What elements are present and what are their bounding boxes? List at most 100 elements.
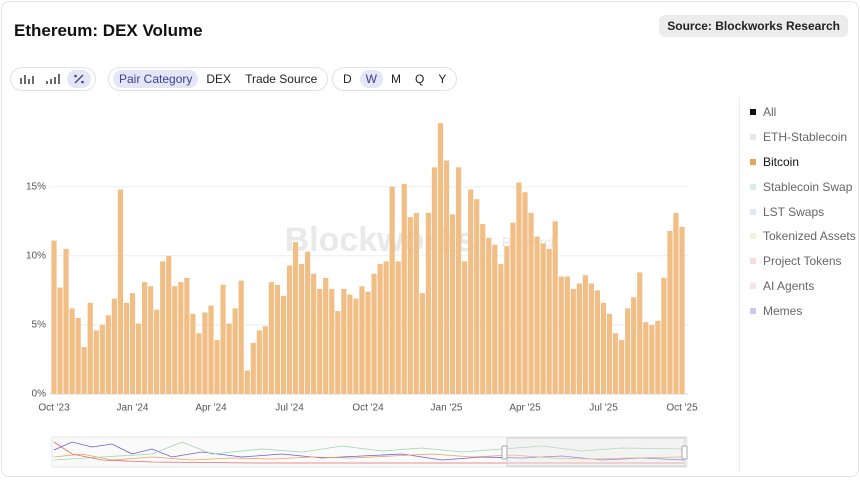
bar [552, 221, 558, 394]
navigator-line [53, 441, 685, 461]
stacked-chart-icon[interactable] [41, 70, 65, 88]
bar [250, 342, 256, 394]
legend-item[interactable]: Bitcoin [750, 150, 856, 175]
x-tick-label: Jul '24 [275, 403, 304, 414]
bar [679, 226, 685, 394]
bar [667, 230, 673, 394]
bar [498, 264, 504, 394]
bar [256, 330, 262, 394]
x-tick-label: Oct '23 [38, 403, 70, 414]
bar [474, 199, 480, 394]
navigator-line [53, 441, 685, 461]
bar [87, 302, 93, 394]
bar [232, 308, 238, 394]
navigator [51, 436, 688, 468]
bar [280, 295, 287, 394]
bar [148, 286, 154, 394]
legend-label: Project Tokens [763, 254, 842, 269]
legend-swatch [750, 233, 756, 240]
grouping-tab[interactable]: DEX [206, 72, 232, 86]
bar [292, 241, 299, 394]
legend-swatch [750, 258, 756, 265]
legend-swatch [750, 183, 756, 190]
navigator-handle[interactable] [681, 445, 688, 460]
bar [449, 214, 456, 394]
bar [214, 340, 220, 394]
navigator-handle[interactable] [501, 445, 508, 460]
legend-swatch [750, 307, 756, 314]
legend-swatch [750, 134, 756, 141]
navigator-selection[interactable] [506, 437, 686, 467]
bar [558, 276, 564, 394]
bar [564, 276, 570, 394]
bar [244, 370, 250, 394]
legend-swatch [750, 208, 756, 215]
bar [341, 288, 347, 394]
bar [395, 261, 401, 394]
bar [528, 212, 534, 394]
bar [81, 347, 87, 394]
bar [335, 311, 341, 394]
bar [202, 312, 208, 394]
bar [117, 189, 124, 394]
bar [534, 236, 540, 394]
bar [305, 251, 311, 394]
legend-item[interactable]: Tokenized Assets [750, 224, 856, 249]
legend-item[interactable]: All [750, 100, 856, 125]
percent-chart-icon[interactable] [67, 70, 91, 88]
bar [431, 167, 438, 394]
period-tab[interactable]: Y [438, 72, 447, 86]
legend-item[interactable]: AI Agents [750, 274, 856, 299]
bar [220, 284, 226, 394]
bar [111, 298, 117, 394]
bar [504, 246, 510, 394]
bar [166, 255, 172, 394]
source-button[interactable]: Source: Blockworks Research [659, 15, 848, 37]
bar [93, 330, 99, 394]
x-tick-label: Apr '24 [195, 403, 227, 414]
legend-swatch [750, 158, 756, 165]
bar [274, 284, 281, 394]
period-tab[interactable]: M [391, 72, 401, 86]
bar [492, 244, 498, 394]
bar [105, 315, 111, 394]
bar [51, 240, 57, 394]
grouping-tab[interactable]: Trade Source [245, 72, 318, 86]
bar [190, 313, 196, 394]
legend-label: All [763, 105, 777, 120]
legend-swatch [750, 282, 756, 289]
legend-label: ETH-Stablecoin [763, 130, 848, 145]
bar [365, 291, 371, 394]
legend-label: Bitcoin [763, 154, 800, 169]
bar [425, 212, 431, 394]
bar [377, 264, 383, 394]
period-tab[interactable]: W [359, 70, 383, 88]
legend-item[interactable]: Project Tokens [750, 249, 856, 274]
legend-label: AI Agents [763, 278, 815, 293]
legend-item[interactable]: ETH-Stablecoin [750, 125, 856, 150]
period-tab[interactable]: Q [415, 72, 425, 86]
legend-item[interactable]: LST Swaps [750, 199, 856, 224]
x-tick-label: Jul '25 [589, 403, 618, 414]
bar [141, 282, 148, 394]
legend-label: Stablecoin Swap [763, 179, 853, 194]
divider [739, 97, 740, 472]
bar [649, 324, 655, 394]
legend-item[interactable]: Memes [750, 298, 856, 323]
bar [413, 212, 419, 394]
period-tab[interactable]: D [343, 72, 352, 86]
legend: All ETH-Stablecoin Bitcoin Stablecoin Swap L… [750, 100, 856, 323]
legend-label: Memes [763, 303, 803, 318]
page-title: Ethereum: DEX Volume [14, 21, 203, 40]
legend-item[interactable]: Stablecoin Swap [750, 174, 856, 199]
bar-chart-icon[interactable] [15, 70, 39, 88]
bar [347, 294, 353, 394]
bar [468, 189, 474, 394]
grouping-tab[interactable]: Pair Category [113, 70, 199, 88]
bar [323, 277, 329, 394]
bar [160, 261, 166, 394]
bar [135, 323, 142, 394]
bar [401, 183, 407, 394]
watermark: Blockworks [285, 221, 476, 259]
bar [208, 305, 214, 394]
